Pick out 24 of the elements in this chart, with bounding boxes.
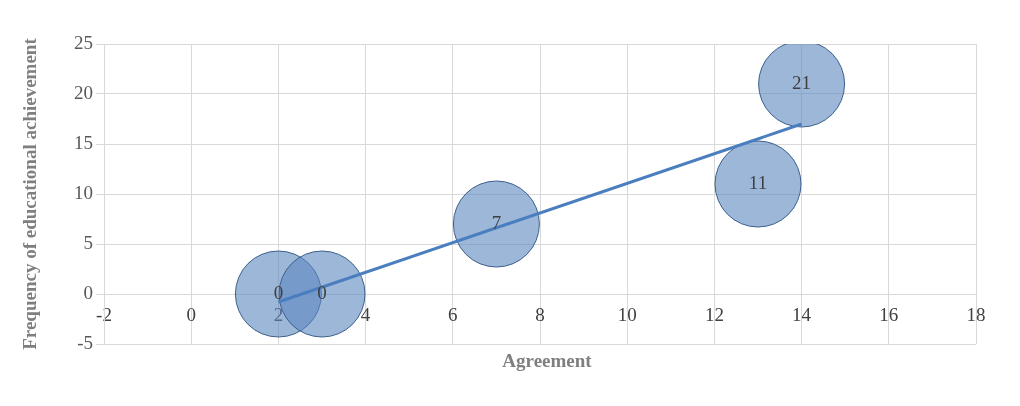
data-label: 21 (792, 71, 812, 93)
data-label: 7 (491, 211, 502, 233)
y-tick-label: 5 (83, 231, 93, 253)
y-tick-label: 0 (83, 281, 93, 303)
y-tick-label: 15 (74, 131, 93, 153)
y-tick-label: 25 (74, 31, 93, 53)
x-tick-label: 4 (360, 304, 371, 326)
data-label: 0 (317, 281, 327, 303)
x-tick-label: 16 (879, 304, 899, 326)
y-tick-label: -5 (77, 331, 93, 353)
data-label: 0 (273, 281, 284, 303)
x-tick-label: 12 (704, 304, 724, 326)
x-tick-label: 2 (273, 304, 284, 326)
x-tick-label: 6 (448, 304, 458, 326)
y-axis-title: Frequency of educational achievement (19, 37, 41, 350)
x-tick-label: 10 (617, 304, 637, 326)
x-tick-label: 14 (792, 304, 812, 326)
data-label: 11 (748, 171, 768, 193)
y-tick-label: 20 (74, 81, 93, 103)
x-tick-label: 18 (966, 304, 986, 326)
x-tick-label: 0 (186, 304, 196, 326)
x-axis-title: Agreement (501, 350, 593, 372)
y-tick-label: 10 (74, 181, 93, 203)
x-tick-label: 8 (535, 304, 545, 326)
